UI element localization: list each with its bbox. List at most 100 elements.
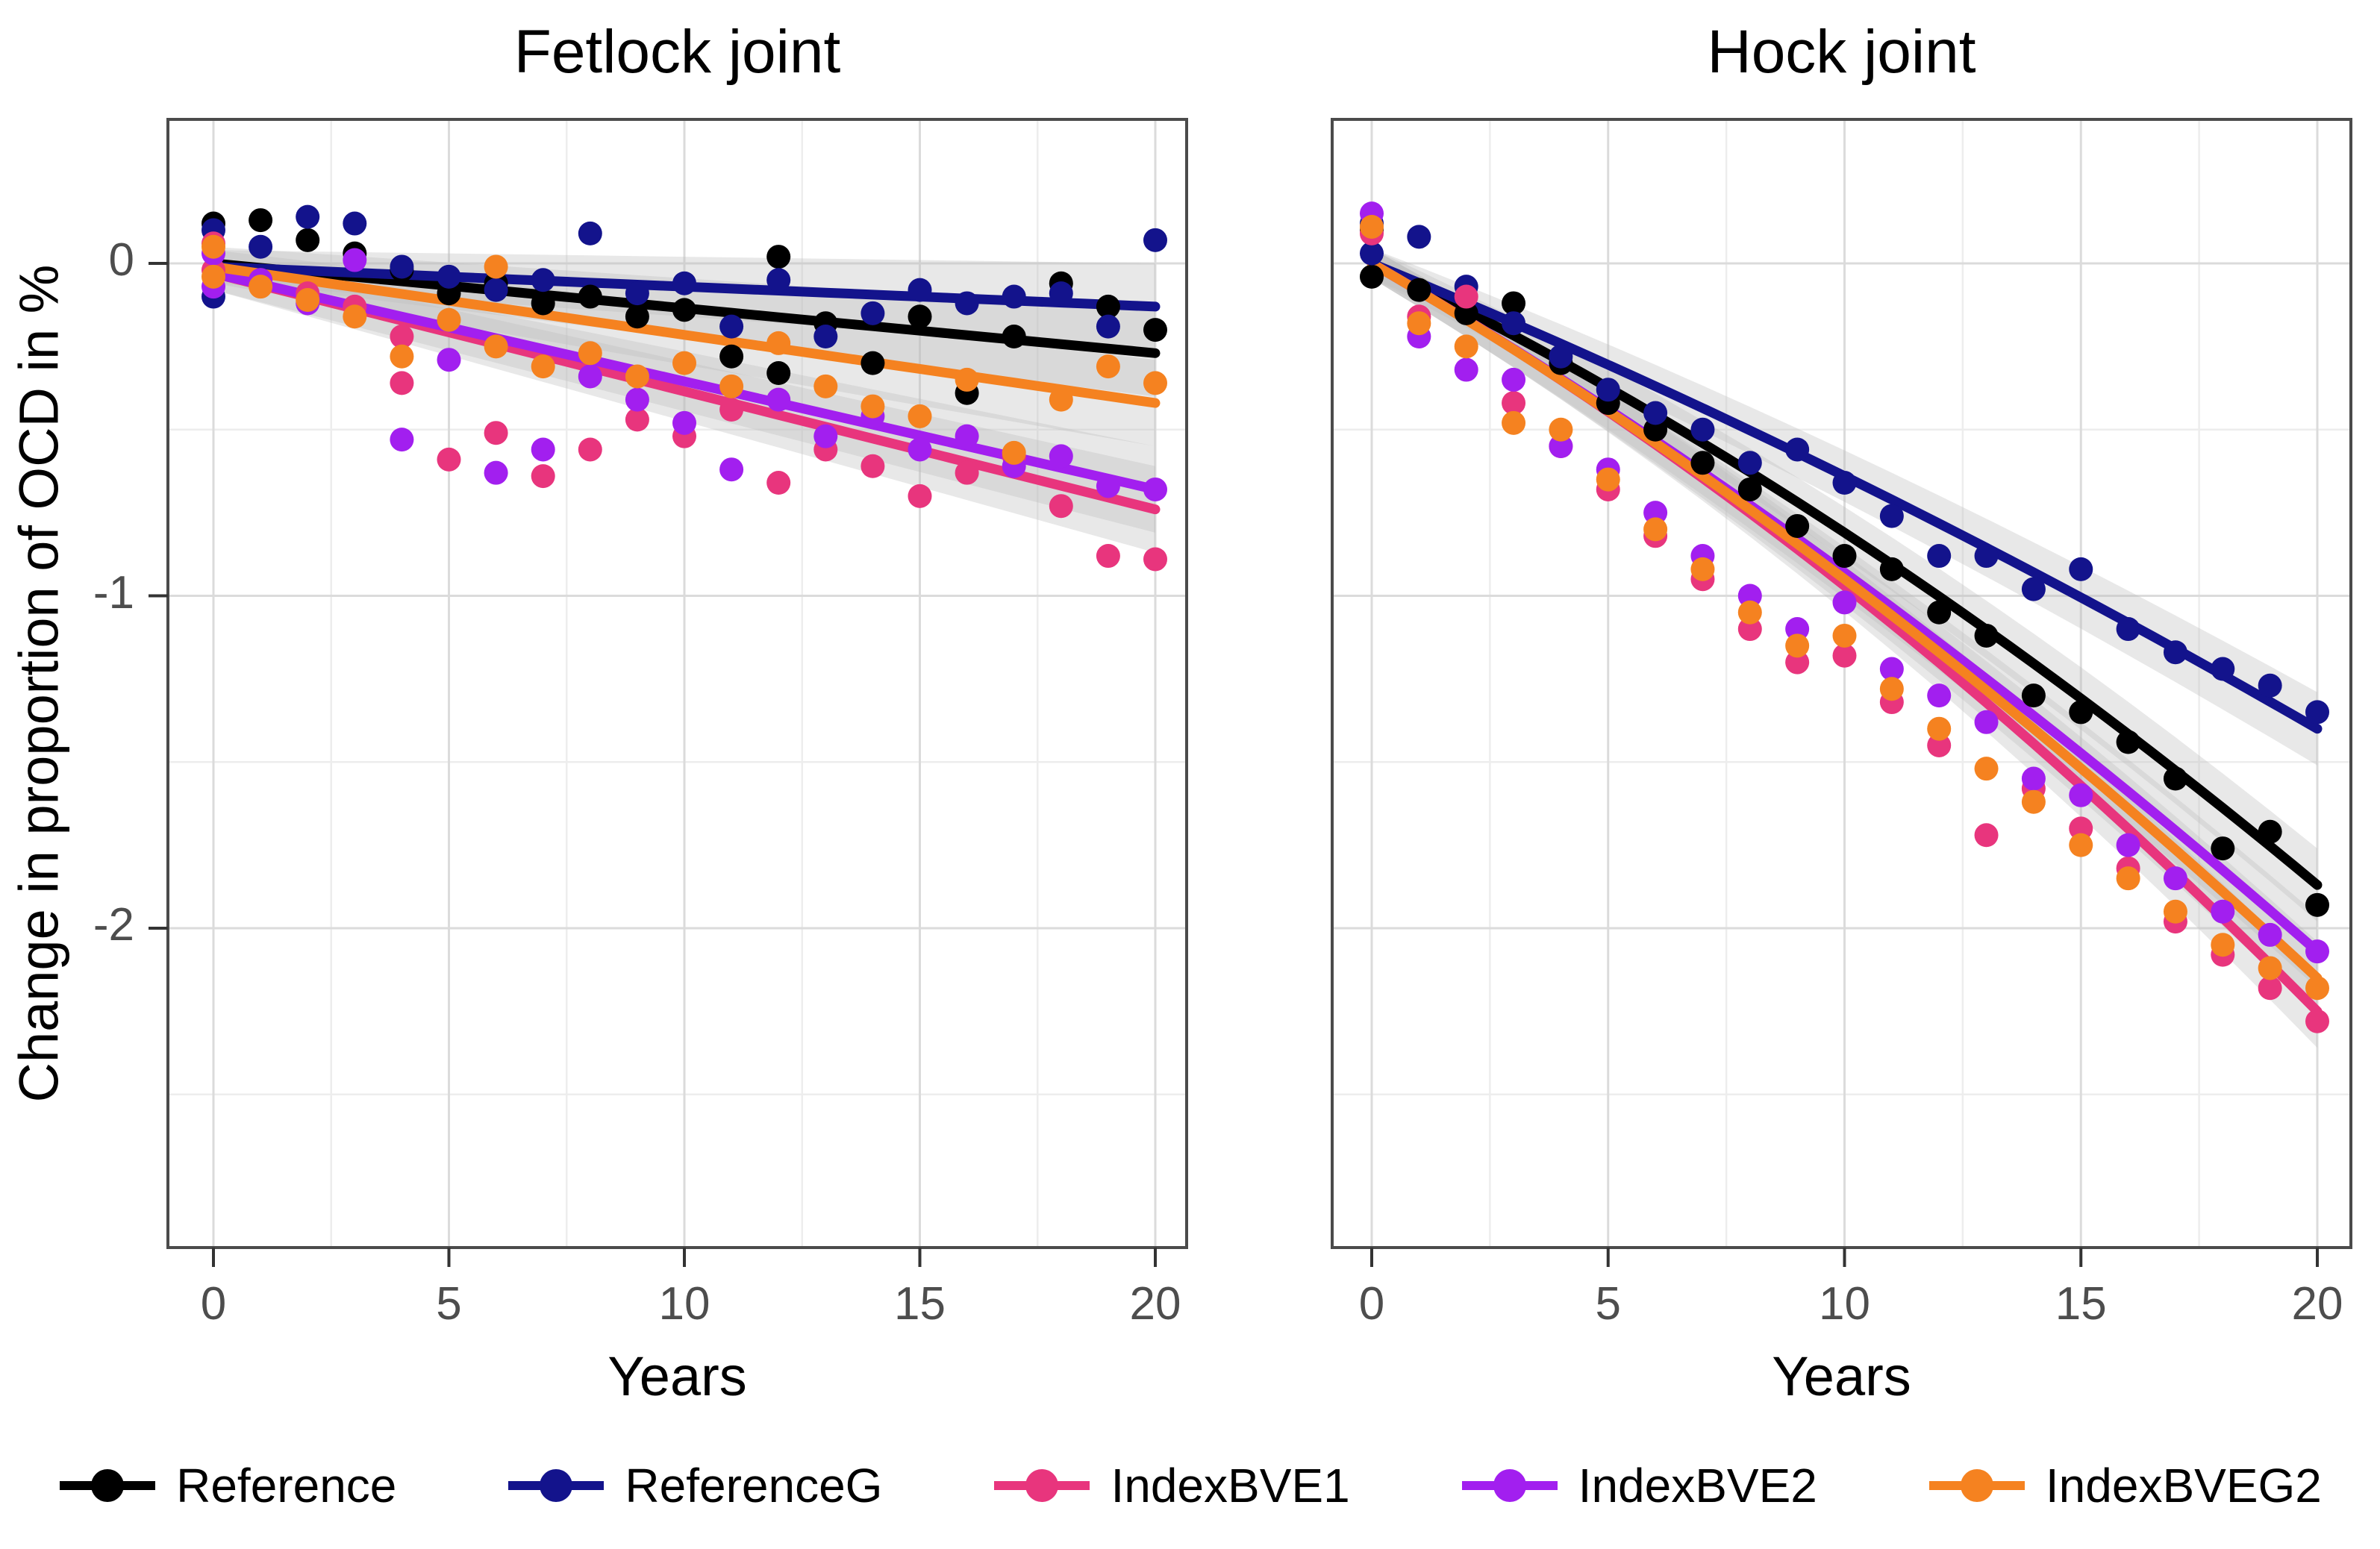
point-referenceg [955,291,979,316]
point-indexbve2 [1454,357,1478,382]
point-indexbveg2 [578,341,602,366]
point-indexbve1 [531,464,555,489]
point-referenceg [672,271,696,295]
point-reference [437,281,461,306]
panel-border [166,118,1188,1249]
point-indexbve2 [766,387,791,412]
point-referenceg [1049,281,1073,306]
point-indexbve1 [437,447,461,472]
point-referenceg [390,254,414,279]
legend-label-indexbveg2: IndexBVEG2 [2045,1459,2322,1512]
point-indexbveg2 [625,364,649,389]
point-reference [249,208,273,233]
point-indexbve2 [1879,657,1904,681]
legend-key-indexbve2-icon [1461,1469,1558,1502]
point-indexbveg2 [908,404,932,428]
point-referenceg [625,281,649,306]
point-referenceg [1785,437,1810,462]
point-reference [1360,264,1384,289]
point-indexbveg2 [1549,417,1573,442]
point-indexbve1 [908,484,932,508]
point-indexbveg2 [343,304,367,329]
legend-key-indexbveg2-icon [1928,1469,2025,1502]
point-indexbveg2 [1643,517,1668,542]
point-indexbveg2 [249,275,273,299]
point-referenceg [296,204,320,229]
point-reference [672,298,696,322]
point-reference [1690,451,1715,475]
point-indexbve2 [578,364,602,389]
point-indexbveg2 [437,307,461,332]
point-indexbve1 [1454,284,1478,309]
point-referenceg [1737,451,1762,475]
panel-border [1331,118,2352,1249]
point-reference [1407,278,1431,302]
point-referenceg [484,278,508,302]
point-reference [1737,477,1762,501]
point-reference [1002,325,1026,349]
point-indexbveg2 [2211,933,2235,957]
point-indexbve2 [484,460,508,485]
point-indexbve2 [390,428,414,452]
point-indexbve2 [813,424,838,448]
y-tick-label: 0 [108,234,134,286]
point-reference [2211,836,2235,861]
legend-label-indexbve2: IndexBVE2 [1578,1459,1817,1512]
point-indexbveg2 [955,367,979,392]
x-axis-title-left: Years [608,1345,747,1407]
point-indexbveg2 [1737,600,1762,625]
point-referenceg [1096,314,1120,339]
x-tick-label: 10 [1819,1278,1870,1330]
point-reference [1454,301,1478,325]
legend-label-reference: Reference [176,1459,397,1512]
point-referenceg [343,211,367,236]
point-reference [2116,730,2140,754]
point-referenceg [719,314,744,339]
point-indexbve1 [484,421,508,445]
x-tick-label: 20 [1129,1278,1181,1330]
point-indexbve1 [1737,617,1762,642]
point-referenceg [1596,378,1620,402]
point-indexbve1 [1502,391,1526,416]
point-indexbveg2 [2258,956,2282,980]
point-reference [766,245,791,269]
point-referenceg [1549,344,1573,369]
point-reference [2258,819,2282,844]
point-indexbve2 [437,348,461,372]
point-indexbve1 [625,407,649,432]
legend-item-indexbve1: IndexBVE1 [993,1458,1350,1513]
point-indexbve2 [719,457,744,482]
point-referenceg [437,264,461,289]
point-reference [2069,700,2093,725]
point-indexbveg2 [1360,214,1384,239]
point-referenceg [2305,700,2329,725]
legend-key-indexbve1-icon [994,1469,1090,1502]
x-axis-title-right: Years [1772,1345,1911,1407]
point-indexbveg2 [1879,677,1904,701]
legend-key-referenceg-icon [508,1469,605,1502]
point-indexbveg2 [2116,866,2140,891]
point-indexbve1 [2258,976,2282,1001]
point-indexbve1 [1832,643,1857,668]
point-indexbveg2 [1454,334,1478,359]
point-reference [625,304,649,329]
point-indexbveg2 [531,354,555,379]
point-referenceg [2163,640,2187,665]
point-indexbve2 [1785,617,1810,642]
y-tick-label: -2 [93,899,134,951]
point-referenceg [249,234,273,259]
point-indexbve1 [1974,823,1999,848]
point-referenceg [1690,417,1715,442]
point-indexbveg2 [1974,757,1999,781]
point-indexbve1 [578,437,602,462]
point-referenceg [1143,228,1167,252]
point-indexbve1 [1927,733,1952,757]
point-indexbveg2 [1832,623,1857,648]
point-indexbve2 [908,437,932,462]
point-indexbve2 [1049,444,1073,469]
point-indexbve1 [955,460,979,485]
point-indexbveg2 [719,374,744,398]
point-referenceg [2211,657,2235,681]
point-reference [2021,683,2046,708]
